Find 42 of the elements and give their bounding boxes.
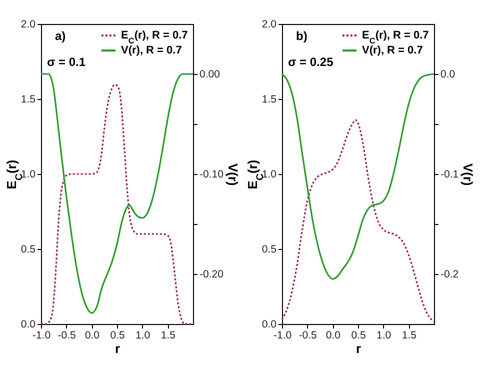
x-tick-label: 1.5 xyxy=(160,330,176,342)
annotation: b) xyxy=(296,29,308,43)
y-tick-label: 1.0 xyxy=(262,168,277,180)
line-series xyxy=(281,119,435,322)
legend-label: E$_{C}$(r), R = 0.7 xyxy=(121,30,188,45)
y-tick-label: 0.5 xyxy=(20,244,36,256)
x-tick-label: 1.0 xyxy=(136,330,150,342)
annotation: σ = 0.25 xyxy=(288,55,334,69)
y2-tick-label: -0.20 xyxy=(200,268,224,280)
y2-tick-label: 0.00 xyxy=(200,68,220,80)
x-tick-label: -1.0 xyxy=(32,330,51,342)
x-tick-label: -0.5 xyxy=(298,330,318,342)
x-tick-label: 0.0 xyxy=(84,330,100,342)
y2-tick-label: -0.1 xyxy=(440,168,459,180)
annotation: a) xyxy=(55,29,66,43)
x-tick-label: 1.5 xyxy=(402,330,417,342)
legend-label: E$_{C}$(r), R = 0.7 xyxy=(362,30,429,45)
y-tick-label: 0.5 xyxy=(262,244,277,256)
y-tick-label: 2.0 xyxy=(20,18,36,30)
x-tick-label: -0.5 xyxy=(58,330,76,342)
x-tick-label: 0.0 xyxy=(326,330,341,342)
x-tick-label: -1.0 xyxy=(273,330,292,342)
x-axis-title: r xyxy=(114,341,120,356)
y2-tick-label: 0.0 xyxy=(440,68,456,80)
x-axis-title: r xyxy=(356,341,362,356)
y-tick-label: 1.0 xyxy=(20,168,36,180)
x-tick-label: 0.5 xyxy=(110,330,125,342)
line-series xyxy=(281,73,435,280)
y-tick-label: 1.5 xyxy=(20,94,36,106)
annotation: σ = 0.1 xyxy=(47,55,86,69)
y-tick-label: 0.0 xyxy=(262,318,277,330)
legend-label: V(r), R = 0.7 xyxy=(121,44,182,56)
legend-label: V(r), R = 0.7 xyxy=(362,44,423,56)
y-tick-label: 0.0 xyxy=(20,318,36,330)
y-tick-label: 1.5 xyxy=(262,94,277,106)
y2-axis-title: V(r) xyxy=(460,163,476,186)
y2-tick-label: -0.2 xyxy=(440,268,459,280)
y2-tick-label: -0.10 xyxy=(200,168,224,180)
x-tick-label: 1.0 xyxy=(376,330,392,342)
y2-axis-title: V(r) xyxy=(225,163,240,186)
y-tick-label: 2.0 xyxy=(262,18,277,30)
x-tick-label: 0.5 xyxy=(351,330,366,342)
